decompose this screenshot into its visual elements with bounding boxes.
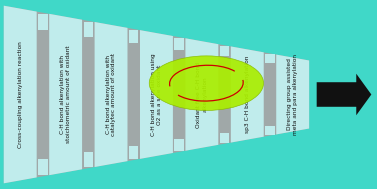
Bar [175, 38, 184, 50]
Bar [84, 153, 93, 167]
Ellipse shape [149, 56, 264, 110]
Polygon shape [276, 55, 309, 134]
Bar [129, 146, 138, 159]
Polygon shape [231, 46, 264, 143]
Polygon shape [185, 38, 218, 151]
Text: Directing group assisted
meta and para alkenylation: Directing group assisted meta and para a… [287, 54, 298, 135]
Text: C-H bond alkenylation with
stoichiometric amount of oxidant: C-H bond alkenylation with stoichiometri… [60, 46, 71, 143]
Text: sp3 C-H bond alkenylation: sp3 C-H bond alkenylation [245, 56, 250, 133]
Polygon shape [4, 6, 37, 183]
Bar [38, 14, 48, 30]
Polygon shape [49, 14, 82, 175]
Bar [265, 126, 275, 135]
Polygon shape [95, 22, 127, 167]
Bar [84, 22, 93, 36]
Text: Cross-coupling alkenylation reaction: Cross-coupling alkenylation reaction [18, 41, 23, 148]
Bar [129, 30, 138, 43]
Bar [220, 133, 229, 143]
Text: Oxidant free C-H bond
alkenylation: Oxidant free C-H bond alkenylation [196, 61, 207, 128]
Polygon shape [140, 30, 173, 159]
Bar [265, 54, 275, 63]
Text: C-H bond alkenylation using
O2 as a sole oxidant: C-H bond alkenylation using O2 as a sole… [151, 53, 162, 136]
Bar [220, 46, 229, 56]
FancyArrow shape [317, 74, 371, 115]
Bar [175, 139, 184, 151]
Polygon shape [4, 6, 309, 183]
Bar [38, 159, 48, 175]
Text: C-H bond alkenylation with
catalytec amount of oxidant: C-H bond alkenylation with catalytec amo… [106, 53, 116, 136]
